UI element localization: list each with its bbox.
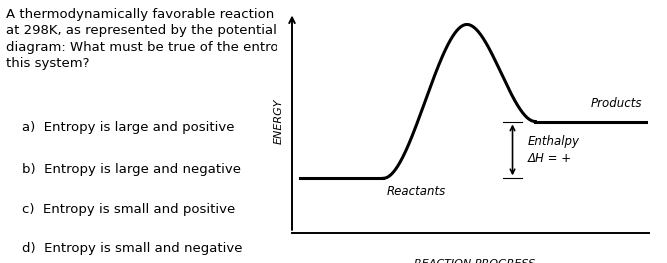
Text: ENERGY: ENERGY [273,99,283,144]
Text: b)  Entropy is large and negative: b) Entropy is large and negative [22,163,241,176]
Text: d)  Entropy is small and negative: d) Entropy is small and negative [22,242,243,255]
Text: Reactants: Reactants [387,185,446,198]
Text: Products: Products [590,97,642,110]
Text: REACTION PROGRESS: REACTION PROGRESS [414,259,535,263]
Text: a)  Entropy is large and positive: a) Entropy is large and positive [22,121,235,134]
Text: c)  Entropy is small and positive: c) Entropy is small and positive [22,203,235,215]
Text: Enthalpy
ΔH = +: Enthalpy ΔH = + [528,135,580,165]
Text: A thermodynamically favorable reaction occurs
at 298K, as represented by the pot: A thermodynamically favorable reaction o… [5,8,327,70]
